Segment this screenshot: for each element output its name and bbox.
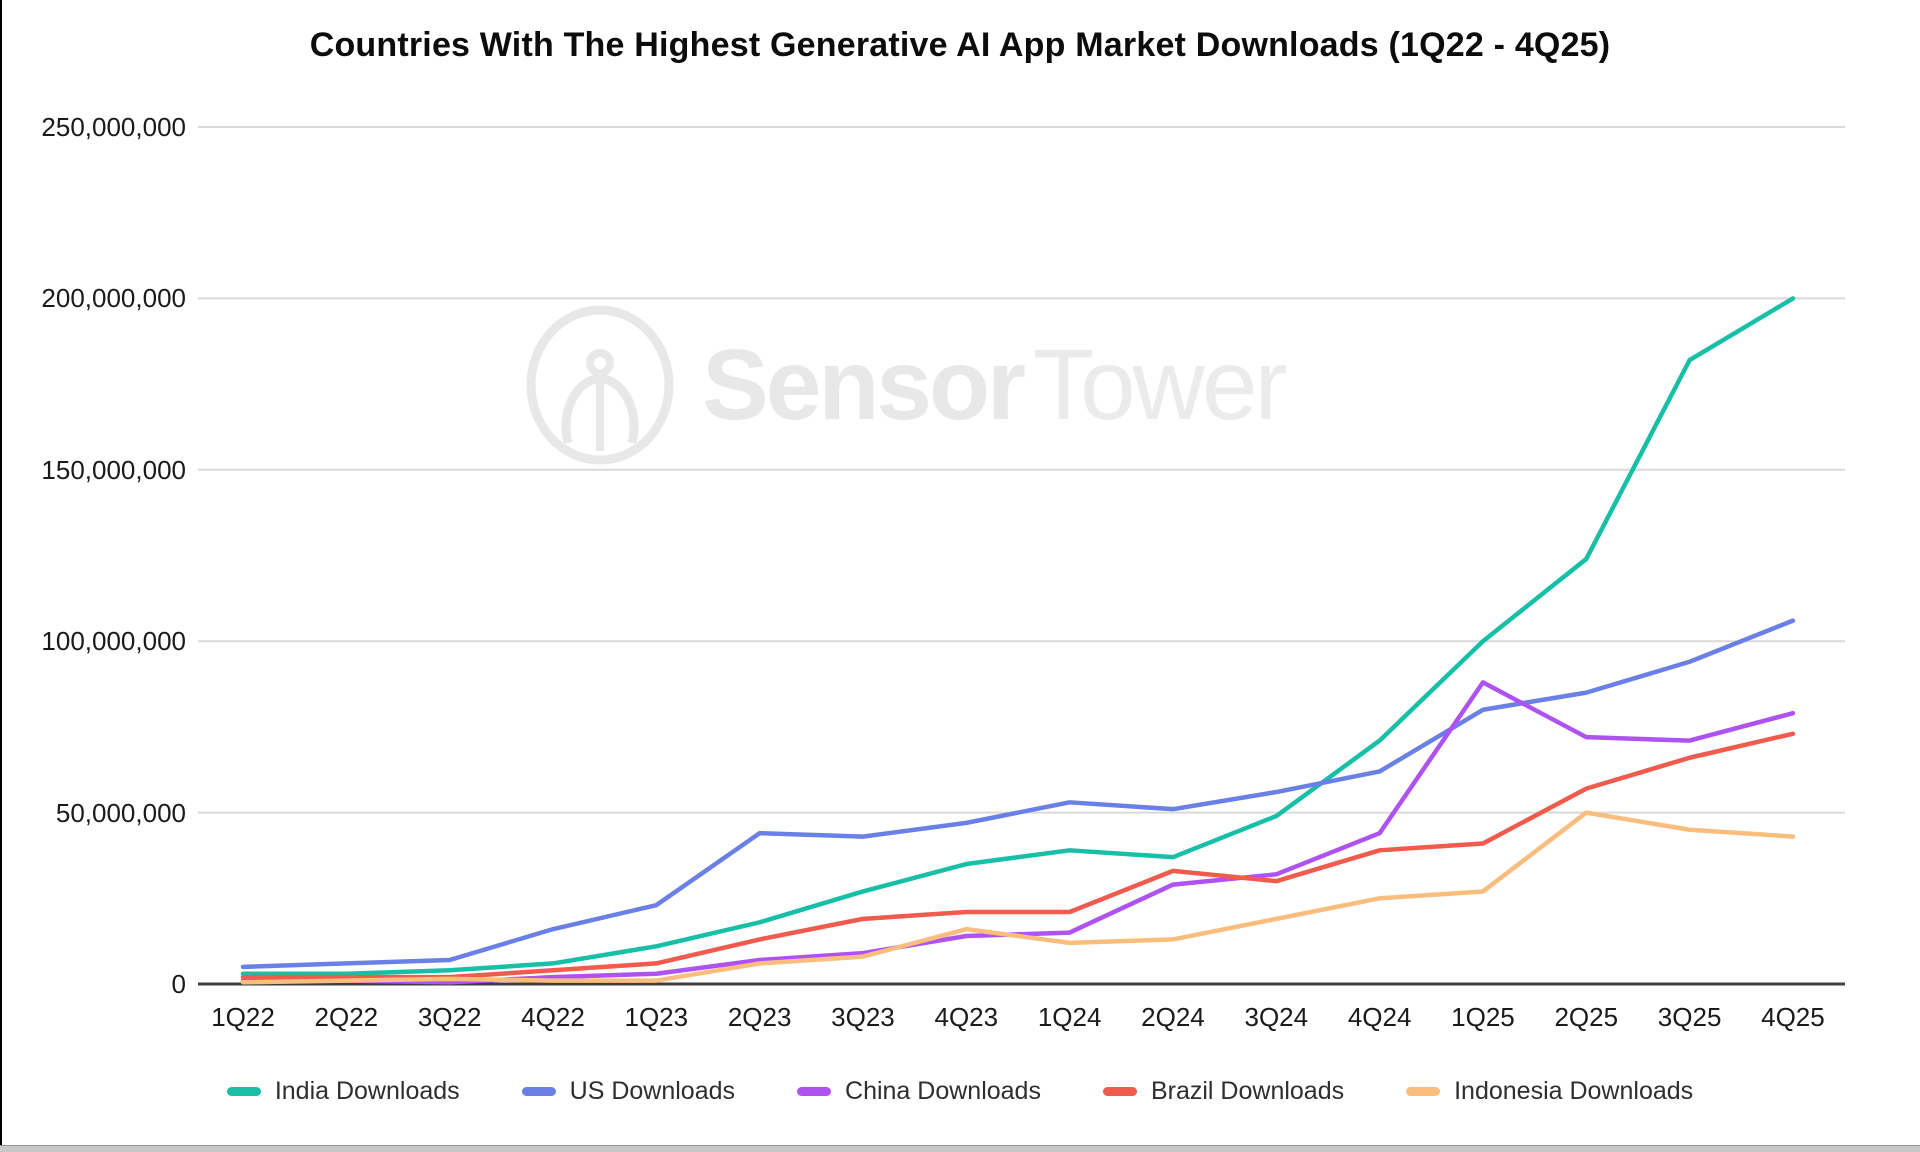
legend-swatch-icon: [797, 1087, 832, 1096]
legend-swatch-icon: [1102, 1087, 1137, 1096]
legend-swatch-icon: [226, 1087, 261, 1096]
y-tick-label: 100,000,000: [41, 626, 186, 657]
series-line-brazil-downloads: [240, 731, 1796, 980]
y-tick-label: 250,000,000: [41, 112, 186, 142]
screenshot-left-border: [0, 0, 2, 1146]
x-tick-label: 2Q25: [1554, 1002, 1619, 1032]
legend-label: US Downloads: [569, 1077, 736, 1105]
legend-item-india-downloads: India Downloads: [226, 1077, 460, 1106]
x-tick-label: 1Q23: [624, 1002, 689, 1032]
y-tick-label: 200,000,000: [41, 283, 186, 314]
x-tick-label: 3Q23: [831, 1002, 895, 1032]
legend-label: Indonesia Downloads: [1454, 1077, 1694, 1105]
legend-label: Brazil Downloads: [1150, 1077, 1345, 1105]
chart-title: Countries With The Highest Generative AI…: [309, 26, 1611, 64]
x-tick-label: 2Q24: [1141, 1002, 1205, 1032]
legend-swatch-icon: [521, 1087, 556, 1096]
x-tick-label: 4Q23: [934, 1002, 999, 1032]
legend-label: China Downloads: [845, 1077, 1041, 1105]
x-tick-label: 4Q22: [521, 1002, 585, 1032]
x-tick-label: 3Q22: [417, 1002, 482, 1032]
y-tick-label: 50,000,000: [55, 797, 186, 828]
legend-item-us-downloads: US Downloads: [521, 1077, 736, 1106]
x-tick-label: 3Q25: [1657, 1002, 1722, 1032]
series-line-india-downloads: [240, 296, 1796, 976]
y-tick-label: 150,000,000: [41, 454, 186, 485]
x-tick-label: 3Q24: [1244, 1002, 1309, 1032]
chart-legend: India Downloads US Downloads China Downloa…: [0, 1077, 1920, 1106]
window-bottom-edge: [0, 1145, 1920, 1152]
x-tick-label: 4Q25: [1761, 1002, 1825, 1032]
legend-item-brazil-downloads: Brazil Downloads: [1102, 1077, 1345, 1106]
y-tick-label: 0: [171, 969, 186, 999]
series-line-us-downloads: [240, 618, 1796, 970]
x-tick-label: 1Q24: [1037, 1002, 1102, 1032]
x-tick-label: 4Q24: [1347, 1002, 1412, 1032]
x-tick-label: 1Q25: [1451, 1002, 1515, 1032]
legend-item-china-downloads: China Downloads: [797, 1077, 1041, 1106]
x-tick-label: 1Q22: [211, 1002, 275, 1032]
x-tick-label: 2Q22: [314, 1002, 379, 1032]
x-tick-label: 2Q23: [727, 1002, 792, 1032]
series-line-indonesia-downloads: [240, 810, 1796, 985]
legend-label: India Downloads: [274, 1077, 460, 1105]
legend-swatch-icon: [1406, 1087, 1441, 1096]
legend-item-indonesia-downloads: Indonesia Downloads: [1406, 1077, 1693, 1106]
